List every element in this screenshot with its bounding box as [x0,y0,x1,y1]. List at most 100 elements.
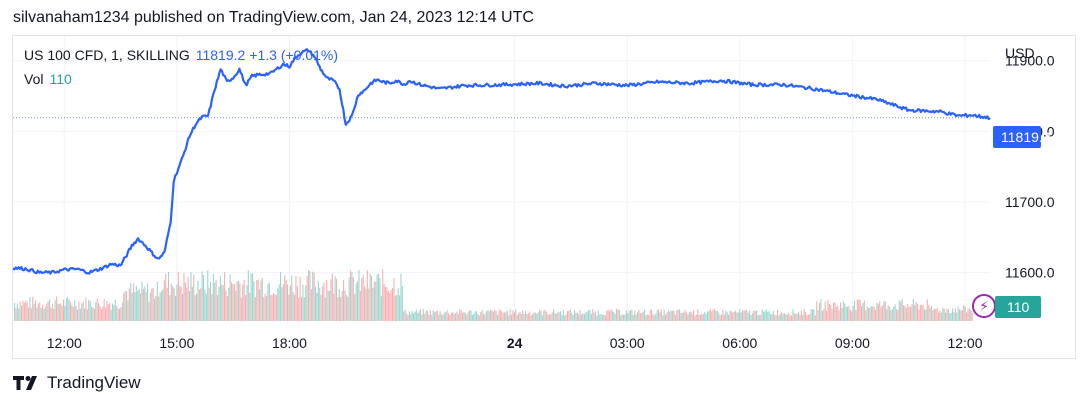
volume-bar [266,295,268,321]
volume-bar [228,287,230,321]
volume-bar [547,314,549,321]
volume-bar [280,272,282,321]
y-tick-label: 11600.0 [1005,265,1055,281]
volume-bar [92,307,94,321]
volume-bar [51,303,53,321]
volume-bar [921,304,923,321]
volume-bar [749,310,751,321]
volume-bar [123,293,125,321]
volume-bar [670,310,672,321]
volume-bar [887,305,889,321]
volume-bar [770,314,772,321]
volume-bar [554,312,556,321]
volume-bar [368,288,370,321]
volume-bar [498,309,500,321]
volume-bar [674,314,676,321]
volume-bar [910,306,912,321]
volume-bar [936,308,938,321]
volume-bar [630,310,632,321]
volume-bar [865,310,867,321]
volume-bar [403,311,405,321]
volume-bar [219,276,221,321]
volume-bar [756,310,758,321]
currency-label[interactable]: USD [1005,45,1035,61]
volume-bar [224,272,226,321]
volume-bar [795,313,797,321]
volume-bar [957,306,959,321]
volume-bar [548,314,550,321]
volume-bar [102,306,104,321]
volume-bar [655,313,657,321]
volume-bar [812,309,814,321]
volume-label[interactable]: Vol [24,71,44,87]
volume-bar [702,314,704,321]
volume-bar [754,310,756,321]
volume-bar [708,310,710,321]
volume-bar [842,301,844,321]
volume-bar [827,300,829,321]
volume-bar [863,300,865,321]
volume-bar [299,276,301,321]
volume-bar [394,295,396,321]
volume-bar [418,310,420,321]
tradingview-logo[interactable]: TradingView [13,373,141,393]
volume-bar [305,285,307,321]
volume-bar [323,282,325,321]
volume-bar [355,283,357,321]
x-tick-label: 12:00 [947,335,982,351]
volume-bar [378,273,380,321]
volume-bar [60,303,62,321]
volume-bar [809,314,811,321]
volume-bar [446,310,448,321]
volume-bar [64,306,66,321]
volume-bar [805,311,807,321]
lightning-icon[interactable]: ⚡ [972,294,996,318]
volume-bar [631,309,633,321]
volume-bar [901,299,903,321]
volume-bar [443,312,445,321]
volume-bar [721,314,723,321]
volume-bar [551,312,553,321]
volume-bar [898,300,900,321]
volume-bar [21,305,23,321]
volume-bar [40,307,42,321]
volume-bar [198,289,200,321]
volume-bar [557,312,559,321]
volume-bar [719,315,721,321]
volume-bar [33,303,35,321]
volume-bar [687,314,689,321]
volume-bar [967,309,969,321]
volume-bar [704,312,706,321]
volume-bar [505,312,507,321]
volume-bar [520,313,522,321]
volume-bar [350,270,352,321]
volume-bar [176,284,178,321]
symbol-name[interactable]: US 100 CFD, 1, SKILLING [24,47,190,63]
volume-bar [344,290,346,321]
volume-bar [449,314,451,321]
volume-bar [218,286,220,321]
volume-bar [893,306,895,321]
x-tick-label: 24 [507,335,523,351]
volume-bar [359,291,361,321]
volume-bar [145,291,147,321]
volume-bar [42,304,44,321]
volume-bar [221,284,223,321]
volume-bar [848,305,850,321]
volume-bar [268,282,270,321]
volume-bar [210,281,212,321]
volume-bar [642,311,644,321]
volume-bar [261,278,263,321]
volume-bar [529,311,531,321]
volume-bar [516,314,518,321]
volume-bar [250,273,252,321]
volume-bar [61,306,63,321]
volume-bar [960,310,962,321]
volume-bar [99,305,101,321]
volume-bar [814,315,816,321]
volume-bar [303,297,305,321]
volume-bar [390,289,392,321]
volume-bar [239,283,241,321]
volume-bar [942,307,944,321]
